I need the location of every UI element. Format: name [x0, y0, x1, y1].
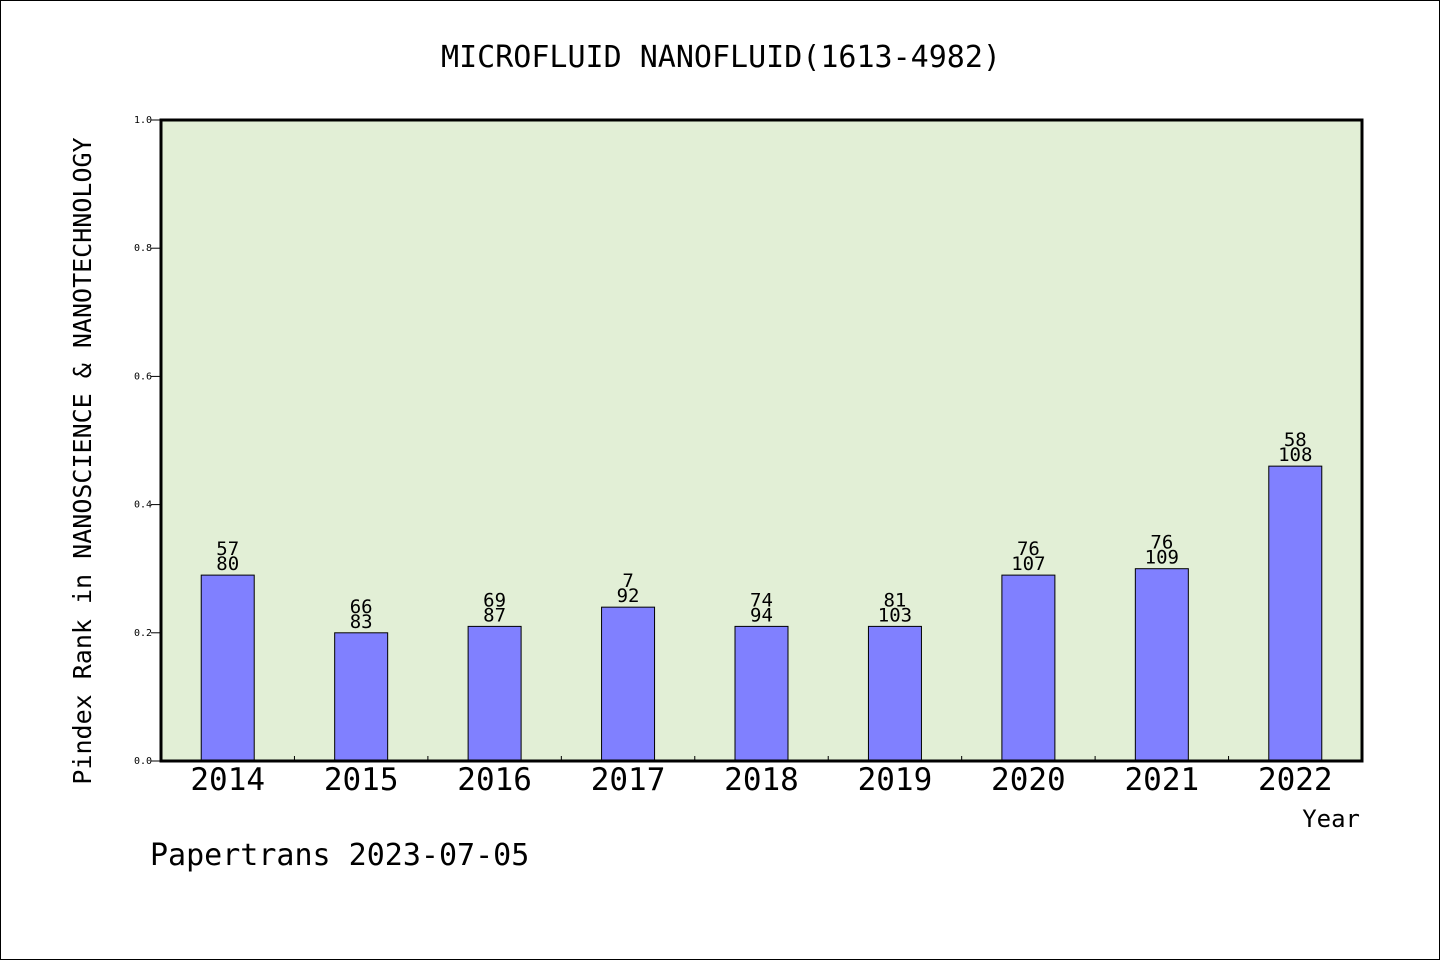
rank-label-2021: 76 — [1150, 532, 1173, 554]
y-tick-label-4: 0.8 — [134, 243, 152, 254]
y-ticks-group: 0.0 0.2 0.4 0.6 0.8 1.0 — [134, 115, 161, 767]
total-label-2014: 80 — [216, 553, 239, 575]
y-tick-label-1: 0.2 — [134, 628, 152, 639]
x-tick-label-2022: 2022 — [1258, 762, 1333, 798]
rank-label-2014: 57 — [216, 538, 239, 560]
rank-label-2019: 81 — [883, 589, 906, 611]
rank-label-2022: 58 — [1284, 429, 1307, 451]
plot-border — [159, 118, 1364, 763]
x-ticks-group: 2014 2015 2016 2017 2018 2019 2020 2021 2022 — [190, 756, 1333, 798]
bar-2014 — [200, 574, 255, 762]
rank-label-2015: 66 — [350, 596, 373, 618]
y-tick-label-2: 0.4 — [134, 500, 152, 511]
bar-2015 — [334, 632, 389, 762]
bar-2019 — [867, 625, 922, 762]
bar-2020 — [1001, 574, 1056, 762]
rank-label-2018: 74 — [750, 589, 773, 611]
total-label-2016: 87 — [483, 604, 506, 626]
bar-2017 — [601, 606, 656, 762]
total-label-2019: 103 — [878, 604, 912, 626]
bar-2022 — [1268, 465, 1323, 762]
bar-2021 — [1134, 568, 1189, 762]
x-tick-label-2016: 2016 — [457, 762, 532, 798]
chart-title: MICROFLUID NANOFLUID(1613-4982) — [441, 40, 1001, 75]
total-label-2022: 108 — [1278, 444, 1312, 466]
rank-label-2016: 69 — [483, 589, 506, 611]
x-tick-label-2019: 2019 — [858, 762, 933, 798]
bar-2016 — [467, 625, 522, 762]
total-label-2020: 107 — [1011, 553, 1045, 575]
total-label-2017: 92 — [617, 585, 640, 607]
y-axis-label: Pindex Rank in NANOSCIENCE & NANOTECHNOL… — [68, 137, 97, 784]
total-label-2021: 109 — [1145, 547, 1179, 569]
y-tick-label-3: 0.6 — [134, 371, 152, 382]
x-tick-label-2020: 2020 — [991, 762, 1066, 798]
x-tick-label-2018: 2018 — [724, 762, 799, 798]
y-tick-label-5: 1.0 — [134, 115, 152, 126]
y-tick-label-0: 0.0 — [134, 756, 152, 767]
x-axis-label: Year — [1302, 805, 1360, 833]
footer-credit: Papertrans 2023-07-05 — [150, 838, 529, 873]
total-label-2018: 94 — [750, 604, 773, 626]
rank-label-2020: 76 — [1017, 538, 1040, 560]
x-tick-label-2014: 2014 — [190, 762, 265, 798]
x-tick-label-2021: 2021 — [1125, 762, 1200, 798]
total-label-2015: 83 — [350, 611, 373, 633]
x-tick-label-2017: 2017 — [591, 762, 666, 798]
x-tick-label-2015: 2015 — [324, 762, 399, 798]
rank-label-2017: 7 — [622, 570, 633, 592]
bar-2018 — [734, 625, 789, 762]
bars-group — [200, 465, 1323, 762]
